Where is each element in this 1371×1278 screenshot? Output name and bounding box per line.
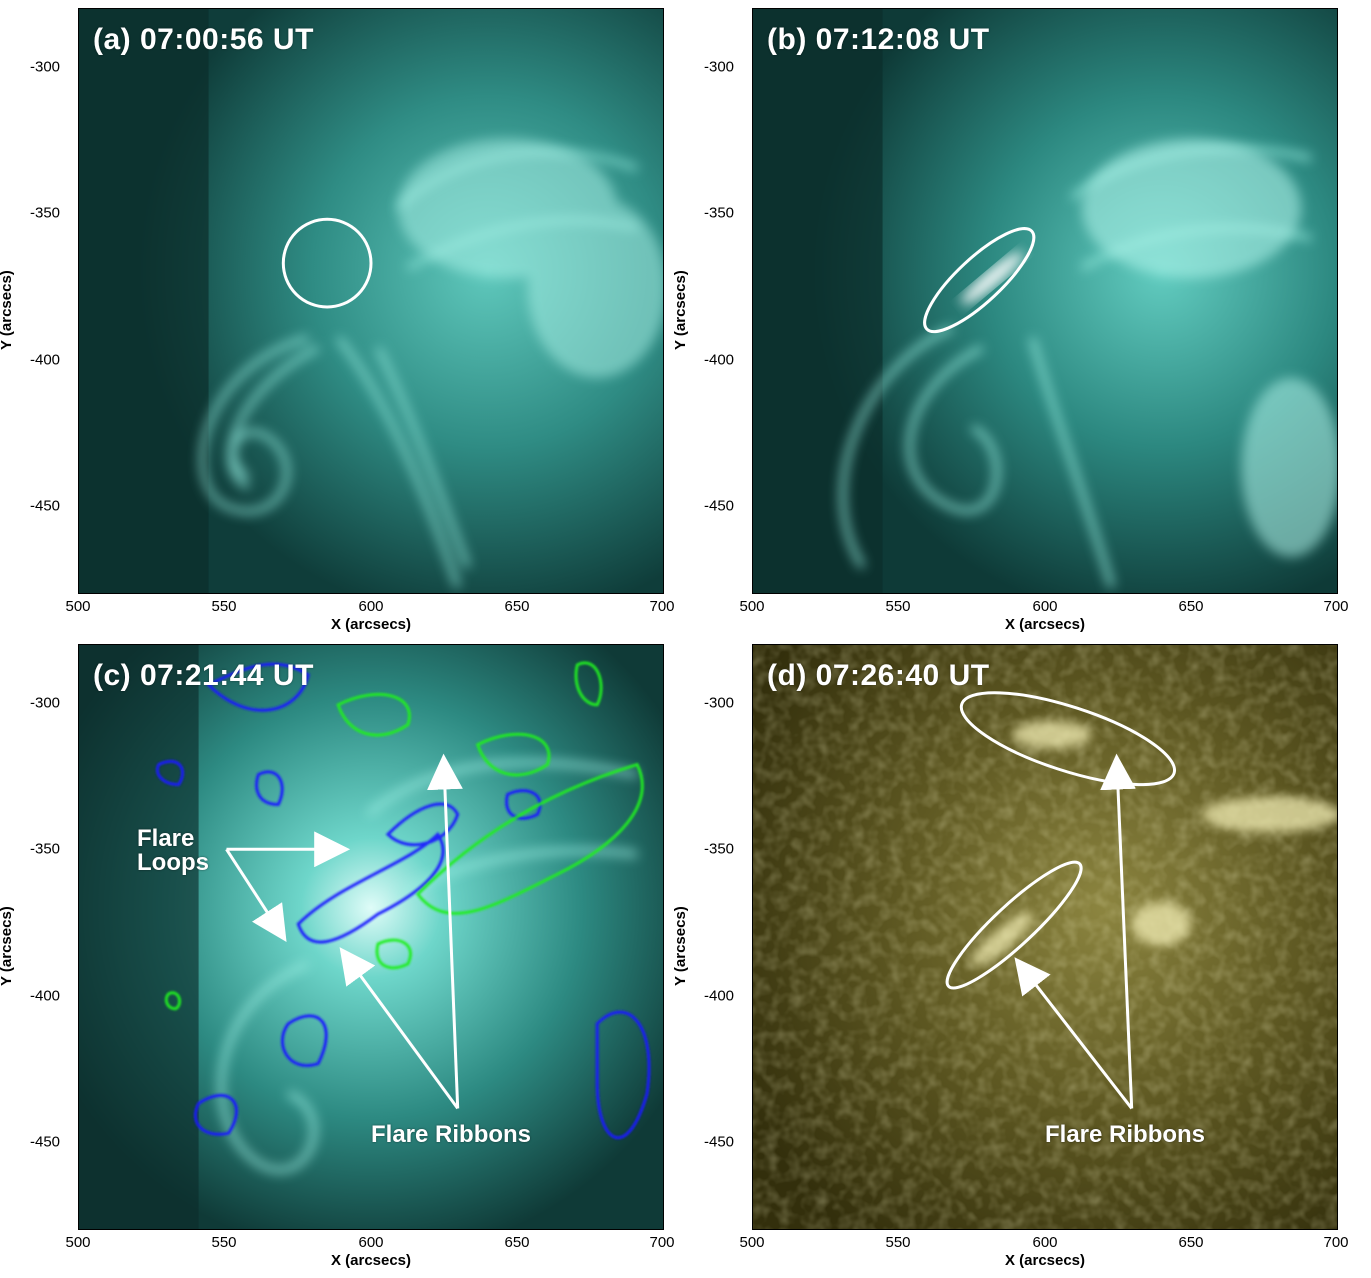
arrow-ribbons-d-2 [1100, 753, 1136, 1109]
xtick-b-1: 500 [739, 598, 765, 615]
arrow-ribbons-d-1 [1014, 957, 1133, 1110]
panel-d: (d) 07:26:40 UT Flare Ribbons -300 -350 … [672, 636, 1349, 1272]
blue-contours [156, 662, 651, 1140]
ylabel-d: Y (arcsecs) [672, 906, 689, 986]
panel-d-title: (d) 07:26:40 UT [767, 659, 990, 692]
ytick-b-2: -350 [704, 204, 735, 222]
panel-a-title: (a) 07:00:56 UT [93, 23, 314, 56]
xlabel-a: X (arcsecs) [330, 616, 412, 633]
euv-image-b [753, 9, 1337, 593]
xtick-b-3: 600 [1032, 598, 1058, 615]
ytick-a-4: -450 [30, 497, 61, 515]
xtick-b-5: 700 [1323, 598, 1349, 615]
xlabel-b: X (arcsecs) [1004, 616, 1086, 633]
euv-image-a [79, 9, 663, 593]
panel-b-image: (b) 07:12:08 UT [752, 8, 1338, 594]
flare-loops-label-line-2: Loops [137, 849, 209, 876]
xtick-d-5: 700 [1323, 1234, 1349, 1251]
arrow-ribbons-2 [427, 753, 463, 1109]
ytick-c-4: -450 [30, 1133, 61, 1151]
xtick-d-3: 600 [1032, 1234, 1058, 1251]
xtick-b-4: 650 [1178, 598, 1204, 615]
flare-loops-label-line-1: Flare [137, 825, 195, 852]
panel-c-overlay [225, 753, 463, 1110]
flare-ribbons-label-c: Flare Ribbons [371, 1121, 532, 1148]
panel-d-overlay [945, 691, 1177, 1110]
ytick-c-1: -300 [30, 694, 61, 712]
xtick-b-2: 550 [885, 598, 911, 615]
euv-image-c [79, 645, 663, 1229]
xtick-a-3: 600 [358, 598, 384, 615]
ribbon-ellipse-lower [945, 860, 1083, 990]
ytick-d-3: -400 [704, 987, 735, 1005]
flare-loops-label: Flare Loops [137, 827, 209, 875]
panel-d-image: (d) 07:26:40 UT Flare Ribbons [752, 644, 1338, 1230]
arrow-ribbons-1 [339, 947, 459, 1110]
uv-image-d [753, 645, 1337, 1229]
panel-b-title: (b) 07:12:08 UT [767, 23, 990, 56]
green-contours [164, 661, 644, 1011]
panel-c-title: (c) 07:21:44 UT [93, 659, 314, 692]
ribbon-ellipse-upper [959, 691, 1177, 787]
flare-ribbons-label-d: Flare Ribbons [1045, 1121, 1206, 1148]
panel-a: (a) 07:00:56 UT -300 -350 -400 -450 500 … [0, 0, 675, 636]
ytick-c-3: -400 [30, 987, 61, 1005]
xtick-c-1: 500 [65, 1234, 91, 1251]
ytick-a-1: -300 [30, 58, 61, 76]
xtick-c-2: 550 [211, 1234, 237, 1251]
xtick-a-1: 500 [65, 598, 91, 615]
xtick-c-4: 650 [504, 1234, 530, 1251]
ytick-d-1: -300 [704, 694, 735, 712]
arrow-loops-2 [225, 848, 287, 943]
circle-marker [281, 217, 373, 309]
ytick-c-2: -350 [30, 840, 61, 858]
xtick-d-4: 650 [1178, 1234, 1204, 1251]
xtick-c-5: 700 [649, 1234, 675, 1251]
xlabel-c: X (arcsecs) [330, 1252, 412, 1269]
xtick-d-1: 500 [739, 1234, 765, 1251]
ytick-b-3: -400 [704, 351, 735, 369]
ylabel-a: Y (arcsecs) [0, 270, 15, 350]
xtick-a-4: 650 [504, 598, 530, 615]
ytick-d-2: -350 [704, 840, 735, 858]
ytick-d-4: -450 [704, 1133, 735, 1151]
panel-a-image: (a) 07:00:56 UT [78, 8, 664, 594]
panel-a-overlay [281, 217, 373, 309]
xtick-a-5: 700 [649, 598, 675, 615]
panel-c-image: (c) 07:21:44 UT Flare Loops Flare Ribbon… [78, 644, 664, 1230]
panel-b-overlay [923, 227, 1036, 334]
xtick-a-2: 550 [211, 598, 237, 615]
ytick-a-2: -350 [30, 204, 61, 222]
ytick-a-3: -400 [30, 351, 61, 369]
ylabel-b: Y (arcsecs) [672, 270, 689, 350]
xtick-c-3: 600 [358, 1234, 384, 1251]
ytick-b-1: -300 [704, 58, 735, 76]
ylabel-c: Y (arcsecs) [0, 906, 15, 986]
xtick-d-2: 550 [885, 1234, 911, 1251]
ytick-b-4: -450 [704, 497, 735, 515]
ribbon-ellipse [923, 227, 1036, 334]
panel-b: (b) 07:12:08 UT -300 -350 -400 -450 500 … [672, 0, 1349, 636]
xlabel-d: X (arcsecs) [1004, 1252, 1086, 1269]
panel-c: (c) 07:21:44 UT Flare Loops Flare Ribbon… [0, 636, 675, 1272]
